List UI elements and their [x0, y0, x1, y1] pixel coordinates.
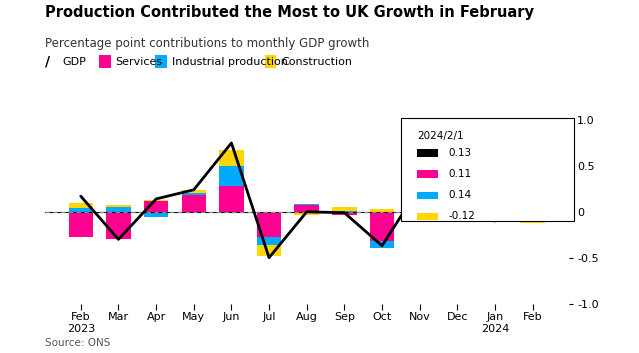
Text: Construction: Construction: [281, 57, 352, 67]
Text: 0.14: 0.14: [448, 190, 472, 200]
Bar: [68, 203, 93, 208]
Bar: [408, 193, 432, 198]
Bar: [370, 241, 394, 247]
Text: /: /: [45, 55, 50, 69]
Text: Production Contributed the Most to UK Growth in February: Production Contributed the Most to UK Gr…: [45, 5, 534, 20]
Text: Services: Services: [116, 57, 163, 67]
Bar: [144, 200, 168, 201]
Bar: [68, 212, 93, 238]
Bar: [370, 212, 394, 241]
Bar: [106, 212, 131, 239]
Bar: [482, 215, 507, 218]
Bar: [106, 205, 131, 207]
Bar: [520, 202, 545, 212]
Bar: [445, 199, 470, 212]
Text: GDP: GDP: [63, 57, 86, 67]
Bar: [219, 166, 243, 186]
Bar: [482, 212, 507, 215]
Bar: [520, 212, 545, 223]
Bar: [332, 212, 357, 215]
Bar: [408, 198, 432, 212]
Bar: [181, 195, 206, 212]
Text: Percentage point contributions to monthly GDP growth: Percentage point contributions to monthl…: [45, 37, 369, 50]
Bar: [106, 207, 131, 212]
Bar: [144, 212, 168, 217]
Text: 0.13: 0.13: [448, 148, 472, 158]
Text: Industrial production: Industrial production: [172, 57, 288, 67]
Point: [528, 197, 538, 203]
Text: 2024/2/1: 2024/2/1: [417, 131, 463, 141]
Bar: [219, 150, 243, 166]
Bar: [520, 189, 545, 202]
Bar: [295, 204, 319, 205]
Bar: [181, 190, 206, 192]
Bar: [408, 212, 432, 215]
FancyBboxPatch shape: [417, 170, 438, 178]
Bar: [332, 211, 357, 212]
Bar: [257, 245, 281, 256]
FancyBboxPatch shape: [417, 192, 438, 199]
Bar: [445, 212, 470, 216]
Bar: [295, 212, 319, 215]
Bar: [295, 205, 319, 212]
FancyBboxPatch shape: [417, 213, 438, 220]
Bar: [219, 186, 243, 212]
Bar: [181, 192, 206, 195]
Bar: [144, 201, 168, 212]
Bar: [257, 238, 281, 245]
Text: -0.12: -0.12: [448, 211, 475, 221]
FancyBboxPatch shape: [401, 118, 574, 221]
Bar: [257, 212, 281, 238]
FancyBboxPatch shape: [417, 149, 438, 157]
Bar: [332, 207, 357, 211]
Bar: [445, 216, 470, 221]
Bar: [482, 210, 507, 212]
Text: Source: ONS: Source: ONS: [45, 338, 110, 348]
Bar: [370, 209, 394, 212]
Bar: [68, 208, 93, 212]
Text: 0.11: 0.11: [448, 169, 472, 179]
